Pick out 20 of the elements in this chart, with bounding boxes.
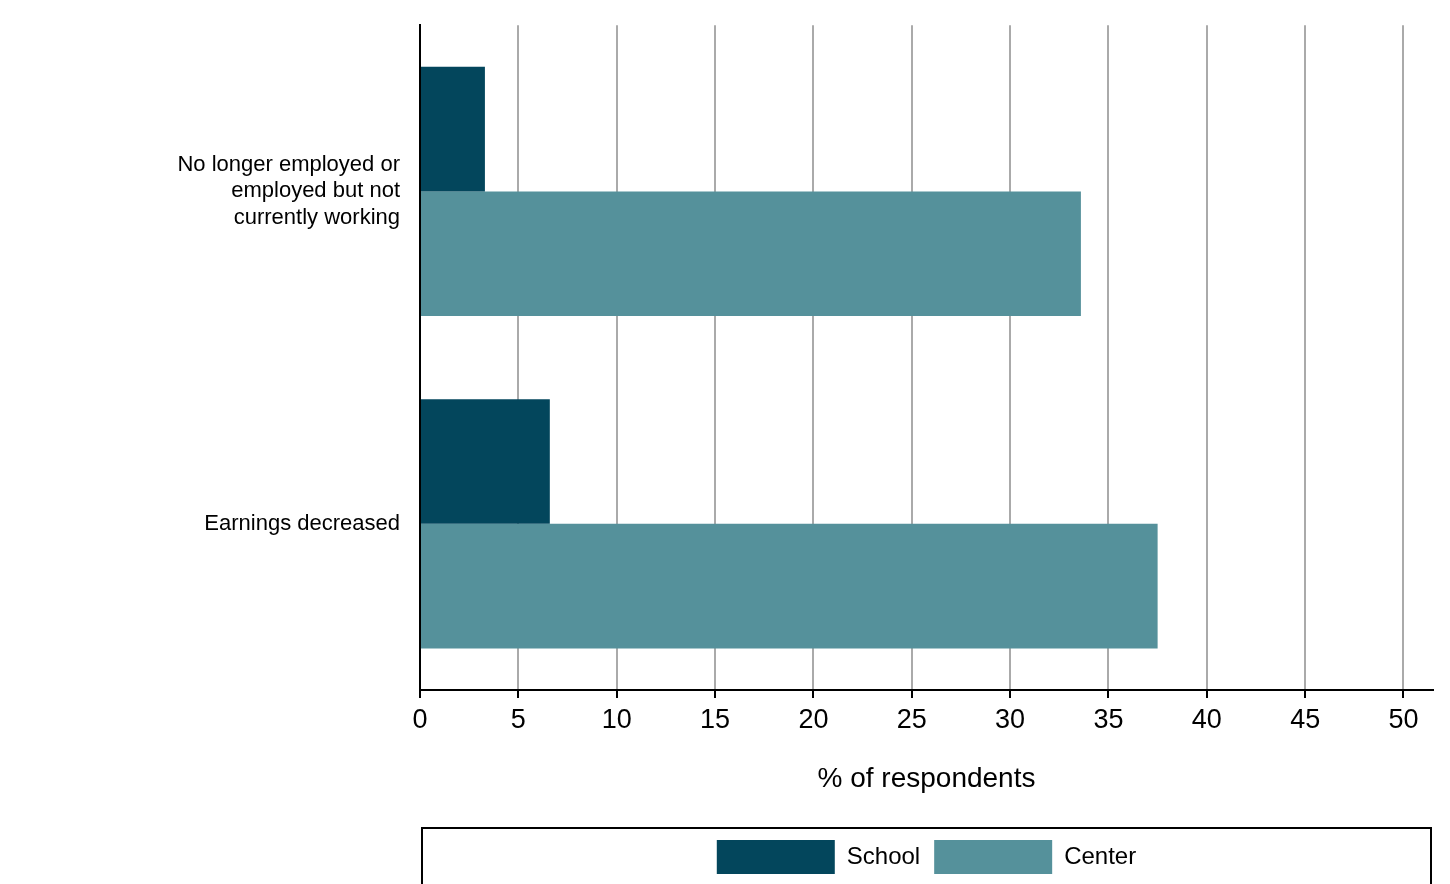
y-tick-label: No longer employed or employed but not currently working [177,151,400,229]
y-tick-label: Earnings decreased [204,509,400,535]
x-tick-label: 40 [1191,703,1222,734]
bar [421,523,1158,649]
x-tick-label: 20 [798,703,829,734]
x-tick-label: 25 [896,703,927,734]
x-tick-label: 50 [1388,703,1419,734]
bar [421,191,1081,317]
x-tick-label: 5 [510,703,526,734]
x-tick-label: 30 [995,703,1026,734]
x-tick-label: 0 [412,703,428,734]
bar [421,66,485,192]
legend-label: School [846,841,921,869]
bar [421,399,550,524]
x-tick-label: 15 [700,703,731,734]
x-tick-label: 35 [1093,703,1124,734]
x-tick-label: 10 [601,703,632,734]
x-tick-label: 45 [1290,703,1321,734]
x-axis-title: % of respondents [817,761,1036,793]
legend-label: Center [1064,841,1137,869]
